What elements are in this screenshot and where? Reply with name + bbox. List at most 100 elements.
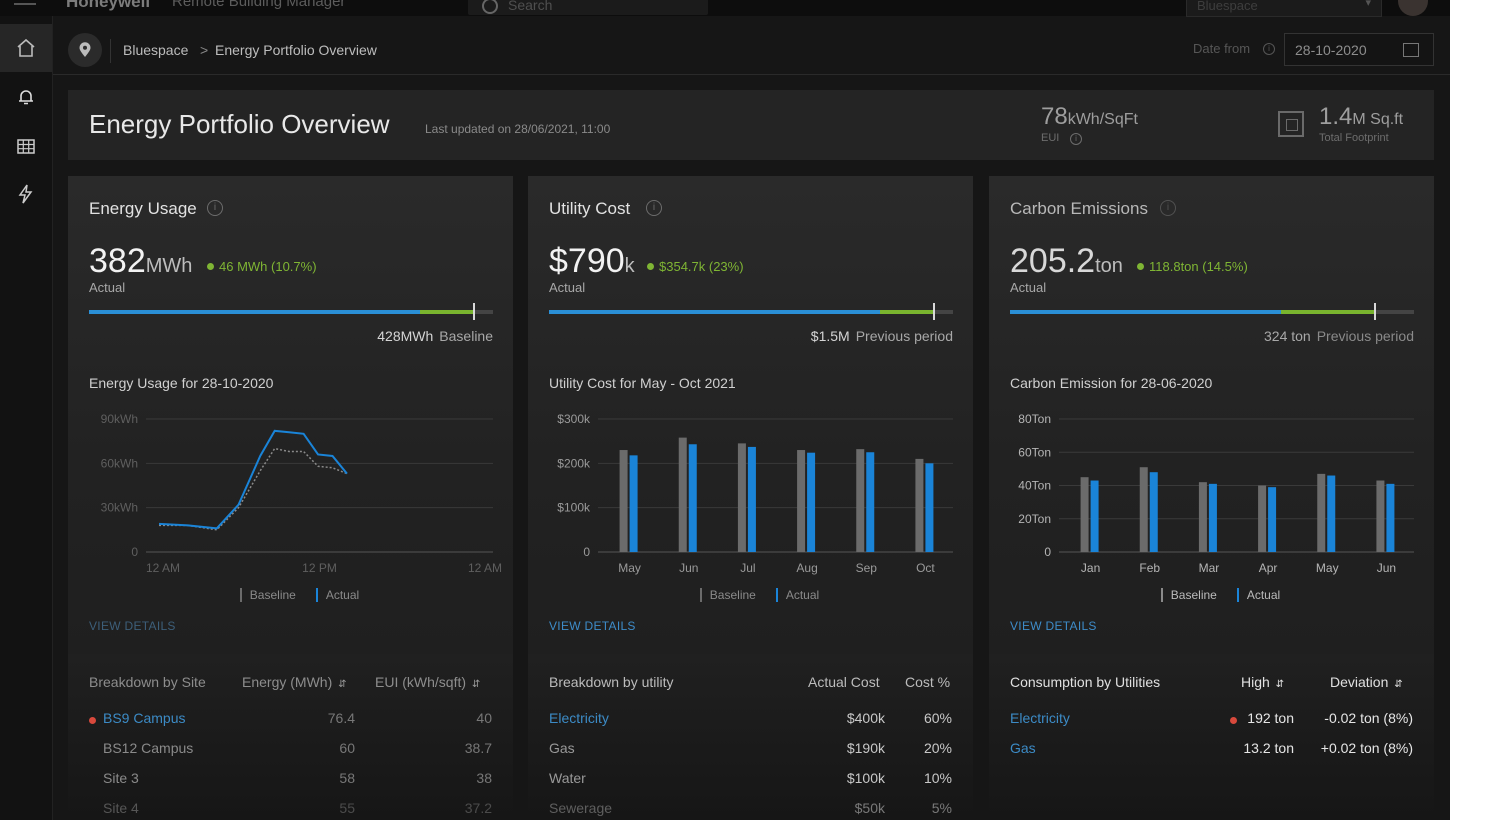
sort-icon[interactable]: ⇵ xyxy=(472,679,481,690)
site-eui: 38.7 xyxy=(464,740,492,756)
view-details-link[interactable]: VIEW DETAILS xyxy=(549,619,636,633)
search-input[interactable]: Search xyxy=(468,0,708,15)
info-icon[interactable]: i xyxy=(1160,200,1176,216)
info-icon[interactable]: i xyxy=(1070,133,1082,145)
app-window: Honeywell Remote Building Manager Search… xyxy=(0,0,1450,820)
eui-value: 78 xyxy=(1041,103,1068,130)
site-selector-value: Bluespace xyxy=(1197,0,1258,13)
sidebar-item-home[interactable] xyxy=(0,24,52,72)
card-title: Energy Usage xyxy=(89,199,197,218)
utility-cost: $100k xyxy=(846,770,885,786)
sort-icon[interactable]: ⇵ xyxy=(1275,679,1285,690)
bar-actual xyxy=(925,463,934,552)
utility-name[interactable]: Water xyxy=(549,770,586,786)
utility-name[interactable]: Gas xyxy=(549,740,575,756)
legend-swatch-actual xyxy=(775,588,778,602)
table-header-energy-label: Energy (MWh) xyxy=(242,674,333,690)
x-tick-label: Apr xyxy=(1259,561,1278,575)
chart-title: Utility Cost for May - Oct 2021 xyxy=(549,375,736,391)
table-header-eui[interactable]: EUI (kWh/sqft) ⇵ xyxy=(375,674,480,690)
bar-baseline xyxy=(1198,482,1207,552)
table-header-high[interactable]: High ⇵ xyxy=(1241,674,1284,690)
utility-name[interactable]: Gas xyxy=(1010,740,1036,756)
compare-row: $1.5M Previous period xyxy=(811,328,953,344)
kpi-delta: 46 MWh (10.7%) xyxy=(207,259,317,274)
utility-name[interactable]: Electricity xyxy=(549,710,609,726)
utility-pct: 60% xyxy=(923,710,952,726)
view-details-link[interactable]: VIEW DETAILS xyxy=(1010,619,1097,633)
avatar[interactable] xyxy=(1398,0,1428,16)
bar-actual xyxy=(1386,483,1395,552)
sidebar-item-table[interactable] xyxy=(0,122,52,170)
info-icon[interactable]: i xyxy=(1263,43,1275,55)
table-header-deviation[interactable]: Deviation ⇵ xyxy=(1330,674,1403,690)
site-selector[interactable]: Bluespace ▾ xyxy=(1186,0,1382,17)
sidebar-item-energy[interactable] xyxy=(0,170,52,218)
breadcrumb: Bluespace > Energy Portfolio Overview Da… xyxy=(53,16,1450,75)
table-header-deviation-label: Deviation xyxy=(1330,674,1389,690)
sort-icon[interactable]: ⇵ xyxy=(338,679,347,690)
table-header-cost-pct: Cost % xyxy=(905,674,951,690)
site-name[interactable]: BS9 Campus xyxy=(103,710,186,726)
top-bar: Honeywell Remote Building Manager Search… xyxy=(0,0,1450,17)
eui-label: EUI xyxy=(1041,132,1060,144)
kpi-unit: ton xyxy=(1095,255,1123,277)
bell-icon xyxy=(19,90,33,105)
progress-fill-delta xyxy=(880,310,933,314)
brand-logo: Honeywell xyxy=(66,0,151,11)
y-tick-label: 0 xyxy=(1044,545,1051,559)
bar-actual xyxy=(866,452,875,552)
utility-cost-card: Utility Cost i $790k $354.7k (23%) Actua… xyxy=(528,176,973,654)
location-button[interactable] xyxy=(68,33,102,67)
carbon-bar-chart: 0 20Ton 40Ton 60Ton 80Ton Jan Feb Mar Apr May Jun xyxy=(1018,412,1414,575)
app-name: Remote Building Manager xyxy=(172,0,346,10)
bar-actual xyxy=(1090,480,1099,552)
x-tick-label: 12 PM xyxy=(302,561,337,575)
progress-bar xyxy=(89,303,493,320)
breadcrumb-root[interactable]: Bluespace xyxy=(123,42,189,58)
site-name[interactable]: Site 4 xyxy=(103,800,139,816)
menu-icon[interactable] xyxy=(14,3,36,5)
info-icon[interactable]: i xyxy=(646,200,662,216)
compare-value: 428MWh xyxy=(377,328,434,344)
divider xyxy=(110,39,111,63)
bar-actual xyxy=(1327,475,1336,552)
calendar-icon[interactable] xyxy=(1403,43,1419,57)
progress-fill-actual xyxy=(549,310,880,314)
sidebar-item-alerts[interactable] xyxy=(0,73,52,121)
kpi-delta-text: 118.8ton (14.5%) xyxy=(1149,259,1248,274)
baseline-marker xyxy=(1374,303,1376,320)
breadcrumb-separator: > xyxy=(200,42,209,58)
green-dot-icon xyxy=(1137,263,1144,270)
sort-icon[interactable]: ⇵ xyxy=(1394,679,1403,690)
chart-legend: Baseline Actual xyxy=(989,588,1434,602)
kpi-number: 382 xyxy=(89,242,146,280)
date-from-input[interactable]: 28-10-2020 xyxy=(1284,33,1434,66)
actual-label: Actual xyxy=(89,280,126,295)
kpi-number: 205.2 xyxy=(1010,242,1096,280)
site-name[interactable]: Site 3 xyxy=(103,770,139,786)
baseline-marker xyxy=(933,303,935,320)
view-details-link[interactable]: VIEW DETAILS xyxy=(89,619,176,633)
progress-bar xyxy=(549,303,953,320)
footprint-label: Total Footprint xyxy=(1319,132,1389,144)
y-tick-label: $300k xyxy=(557,412,591,426)
site-eui: 40 xyxy=(476,710,492,726)
progress-fill-delta xyxy=(1281,310,1374,314)
site-breakdown-table: Breakdown by Site Energy (MWh) ⇵ EUI (kWh… xyxy=(68,654,513,820)
compare-label: Baseline xyxy=(439,328,493,344)
table-header-energy[interactable]: Energy (MWh) ⇵ xyxy=(242,674,347,690)
site-name[interactable]: BS12 Campus xyxy=(103,740,194,756)
bar-baseline xyxy=(797,450,806,552)
info-icon[interactable]: i xyxy=(207,200,223,216)
footprint-unit: M Sq.ft xyxy=(1352,111,1404,128)
site-eui: 37.2 xyxy=(464,800,492,816)
utility-name[interactable]: Electricity xyxy=(1010,710,1070,726)
compare-label: Previous period xyxy=(1316,328,1414,344)
compare-row: 324 ton Previous period xyxy=(1264,328,1414,344)
kpi-delta: 118.8ton (14.5%) xyxy=(1137,259,1248,274)
utility-name[interactable]: Sewerage xyxy=(549,800,613,816)
bar-baseline xyxy=(1317,473,1326,552)
y-tick-label: 40Ton xyxy=(1018,479,1051,493)
table-header-site: Breakdown by Site xyxy=(89,674,206,690)
